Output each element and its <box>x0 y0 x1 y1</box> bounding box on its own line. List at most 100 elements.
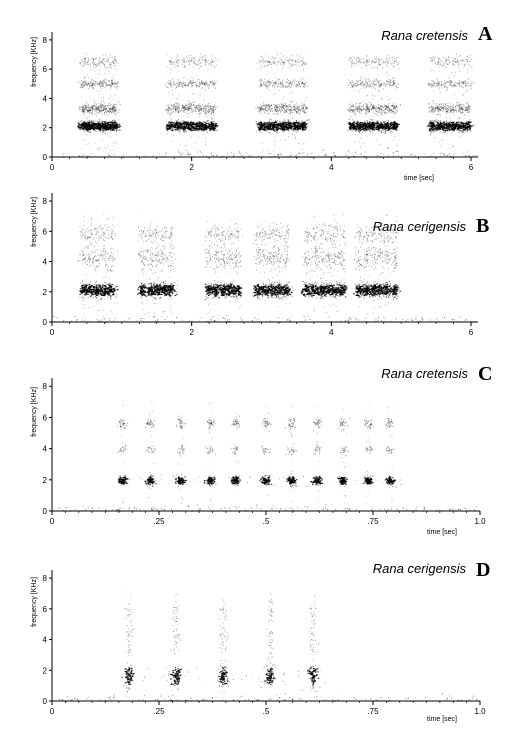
panel-a-energy-dot <box>279 106 281 108</box>
panel-a-energy-dot <box>274 62 276 64</box>
panel-a-energy-dot <box>391 123 394 125</box>
panel-a-energy-dot <box>303 122 305 124</box>
panel-a-energy-dot <box>386 60 388 62</box>
panel-a-energy-dot <box>100 147 102 149</box>
panel-a-energy-dot <box>305 106 307 108</box>
panel-a-energy-dot <box>379 85 381 87</box>
panel-a-energy-dot <box>114 108 116 111</box>
panel-a-energy-dot <box>367 128 369 130</box>
panel-a-energy-dot <box>115 60 117 63</box>
panel-a-energy-dot <box>214 57 216 59</box>
panel-a-energy-dot <box>190 103 192 105</box>
panel-a-energy-dot <box>79 109 81 111</box>
panel-a-energy-dot <box>207 104 209 106</box>
panel-a-energy-dot <box>274 107 276 109</box>
panel-a-energy-dot <box>175 120 177 122</box>
panel-a-energy-dot <box>90 63 92 66</box>
panel-a-energy-dot <box>183 127 185 129</box>
panel-a-energy-dot <box>178 121 180 123</box>
panel-a-energy-dot <box>268 61 270 64</box>
panel-a-energy-dot <box>373 124 376 127</box>
panel-a-energy-dot <box>197 126 199 128</box>
panel-a-energy-dot <box>275 105 277 107</box>
panel-a-energy-dot <box>109 83 111 85</box>
panel-a-energy-dot <box>81 86 83 88</box>
panel-a-energy-dot <box>194 127 196 129</box>
panel-a-energy-dot <box>195 84 197 86</box>
panel-a-energy-dot <box>112 145 114 147</box>
panel-a-energy-dot <box>365 128 367 130</box>
panel-a-energy-dot <box>289 105 291 107</box>
panel-a-energy-dot <box>98 108 100 110</box>
panel-a-energy-dot <box>89 128 91 130</box>
panel-a-energy-dot <box>289 59 291 61</box>
panel-a-energy-dot <box>359 121 362 124</box>
panel-a-energy-dot <box>366 110 368 112</box>
panel-a-energy-dot <box>190 59 192 61</box>
panel-a-energy-dot <box>166 126 169 128</box>
panel-a-energy-dot <box>82 106 84 108</box>
panel-a-energy-dot <box>268 89 270 91</box>
panel-a-energy-dot <box>303 125 305 127</box>
panel-a-energy-dot <box>289 127 291 129</box>
panel-a-energy-dot <box>113 125 115 127</box>
panel-a-energy-dot <box>187 85 189 87</box>
panel-a-energy-dot <box>92 125 95 127</box>
panel-a-energy-dot <box>366 60 368 62</box>
panel-a-energy-dot <box>373 61 375 64</box>
panel-a-energy-dot <box>285 127 288 129</box>
panel-a-energy-dot <box>295 119 297 121</box>
panel-a-energy-dot <box>165 82 167 84</box>
panel-a-energy-dot <box>104 108 106 110</box>
panel-a-energy-dot <box>178 123 181 125</box>
panel-a-energy-dot <box>95 103 97 105</box>
panel-a-energy-dot <box>201 80 203 82</box>
panel-a-energy-dot <box>102 58 104 60</box>
panel-a-energy-dot <box>103 126 106 128</box>
panel-a-energy-dot <box>289 122 292 124</box>
panel-a-energy-dot <box>294 81 296 83</box>
panel-a-energy-dot <box>294 106 296 108</box>
panel-a-energy-dot <box>274 121 277 123</box>
panel-a-energy-dot <box>304 84 306 86</box>
panel-a-energy-dot <box>181 104 183 107</box>
panel-a-energy-dot <box>199 123 202 125</box>
panel-a-energy-dot <box>101 122 104 124</box>
panel-a-energy-dot <box>210 121 212 123</box>
panel-a-energy-dot <box>290 109 292 111</box>
panel-a-energy-dot <box>204 125 206 127</box>
panel-a-energy-dot <box>180 127 182 129</box>
panel-a-energy-dot <box>274 57 276 59</box>
panel-a-energy-dot <box>295 66 297 68</box>
panel-a-energy-dot <box>373 84 375 86</box>
panel-a-energy-dot <box>99 110 101 112</box>
panel-a-energy-dot <box>392 128 395 130</box>
panel-a-energy-dot <box>87 82 89 84</box>
panel-a-energy-dot <box>212 108 214 110</box>
panel-a-energy-dot <box>109 95 111 97</box>
panel-a-energy-dot <box>176 59 178 61</box>
panel-a-energy-dot <box>86 118 88 120</box>
panel-a-energy-dot <box>396 110 398 112</box>
panel-a-energy-dot <box>284 122 287 125</box>
panel-a-energy-dot <box>166 86 168 88</box>
panel-a-energy-dot <box>366 62 368 64</box>
panel-a-energy-dot <box>84 83 86 86</box>
panel-a-energy-dot <box>93 58 95 60</box>
panel-a-energy-dot <box>112 127 115 130</box>
panel-a-energy-dot <box>113 120 115 122</box>
panel-a-energy-dot <box>188 57 190 59</box>
panel-a-energy-dot <box>184 122 186 124</box>
panel-a-energy-dot <box>88 110 90 112</box>
panel-a-energy-dot <box>93 84 95 86</box>
panel-a-energy-dot <box>185 105 187 107</box>
panel-a-energy-dot <box>181 104 183 106</box>
panel-a-energy-dot <box>393 105 395 107</box>
panel-a-energy-dot <box>304 126 307 128</box>
panel-a-energy-dot <box>359 88 361 90</box>
panel-a-energy-dot <box>259 80 261 83</box>
panel-a-energy-dot <box>290 54 292 56</box>
panel-a-energy-dot <box>292 54 294 56</box>
panel-a-energy-dot <box>176 123 178 125</box>
panel-a-energy-dot <box>183 84 185 86</box>
